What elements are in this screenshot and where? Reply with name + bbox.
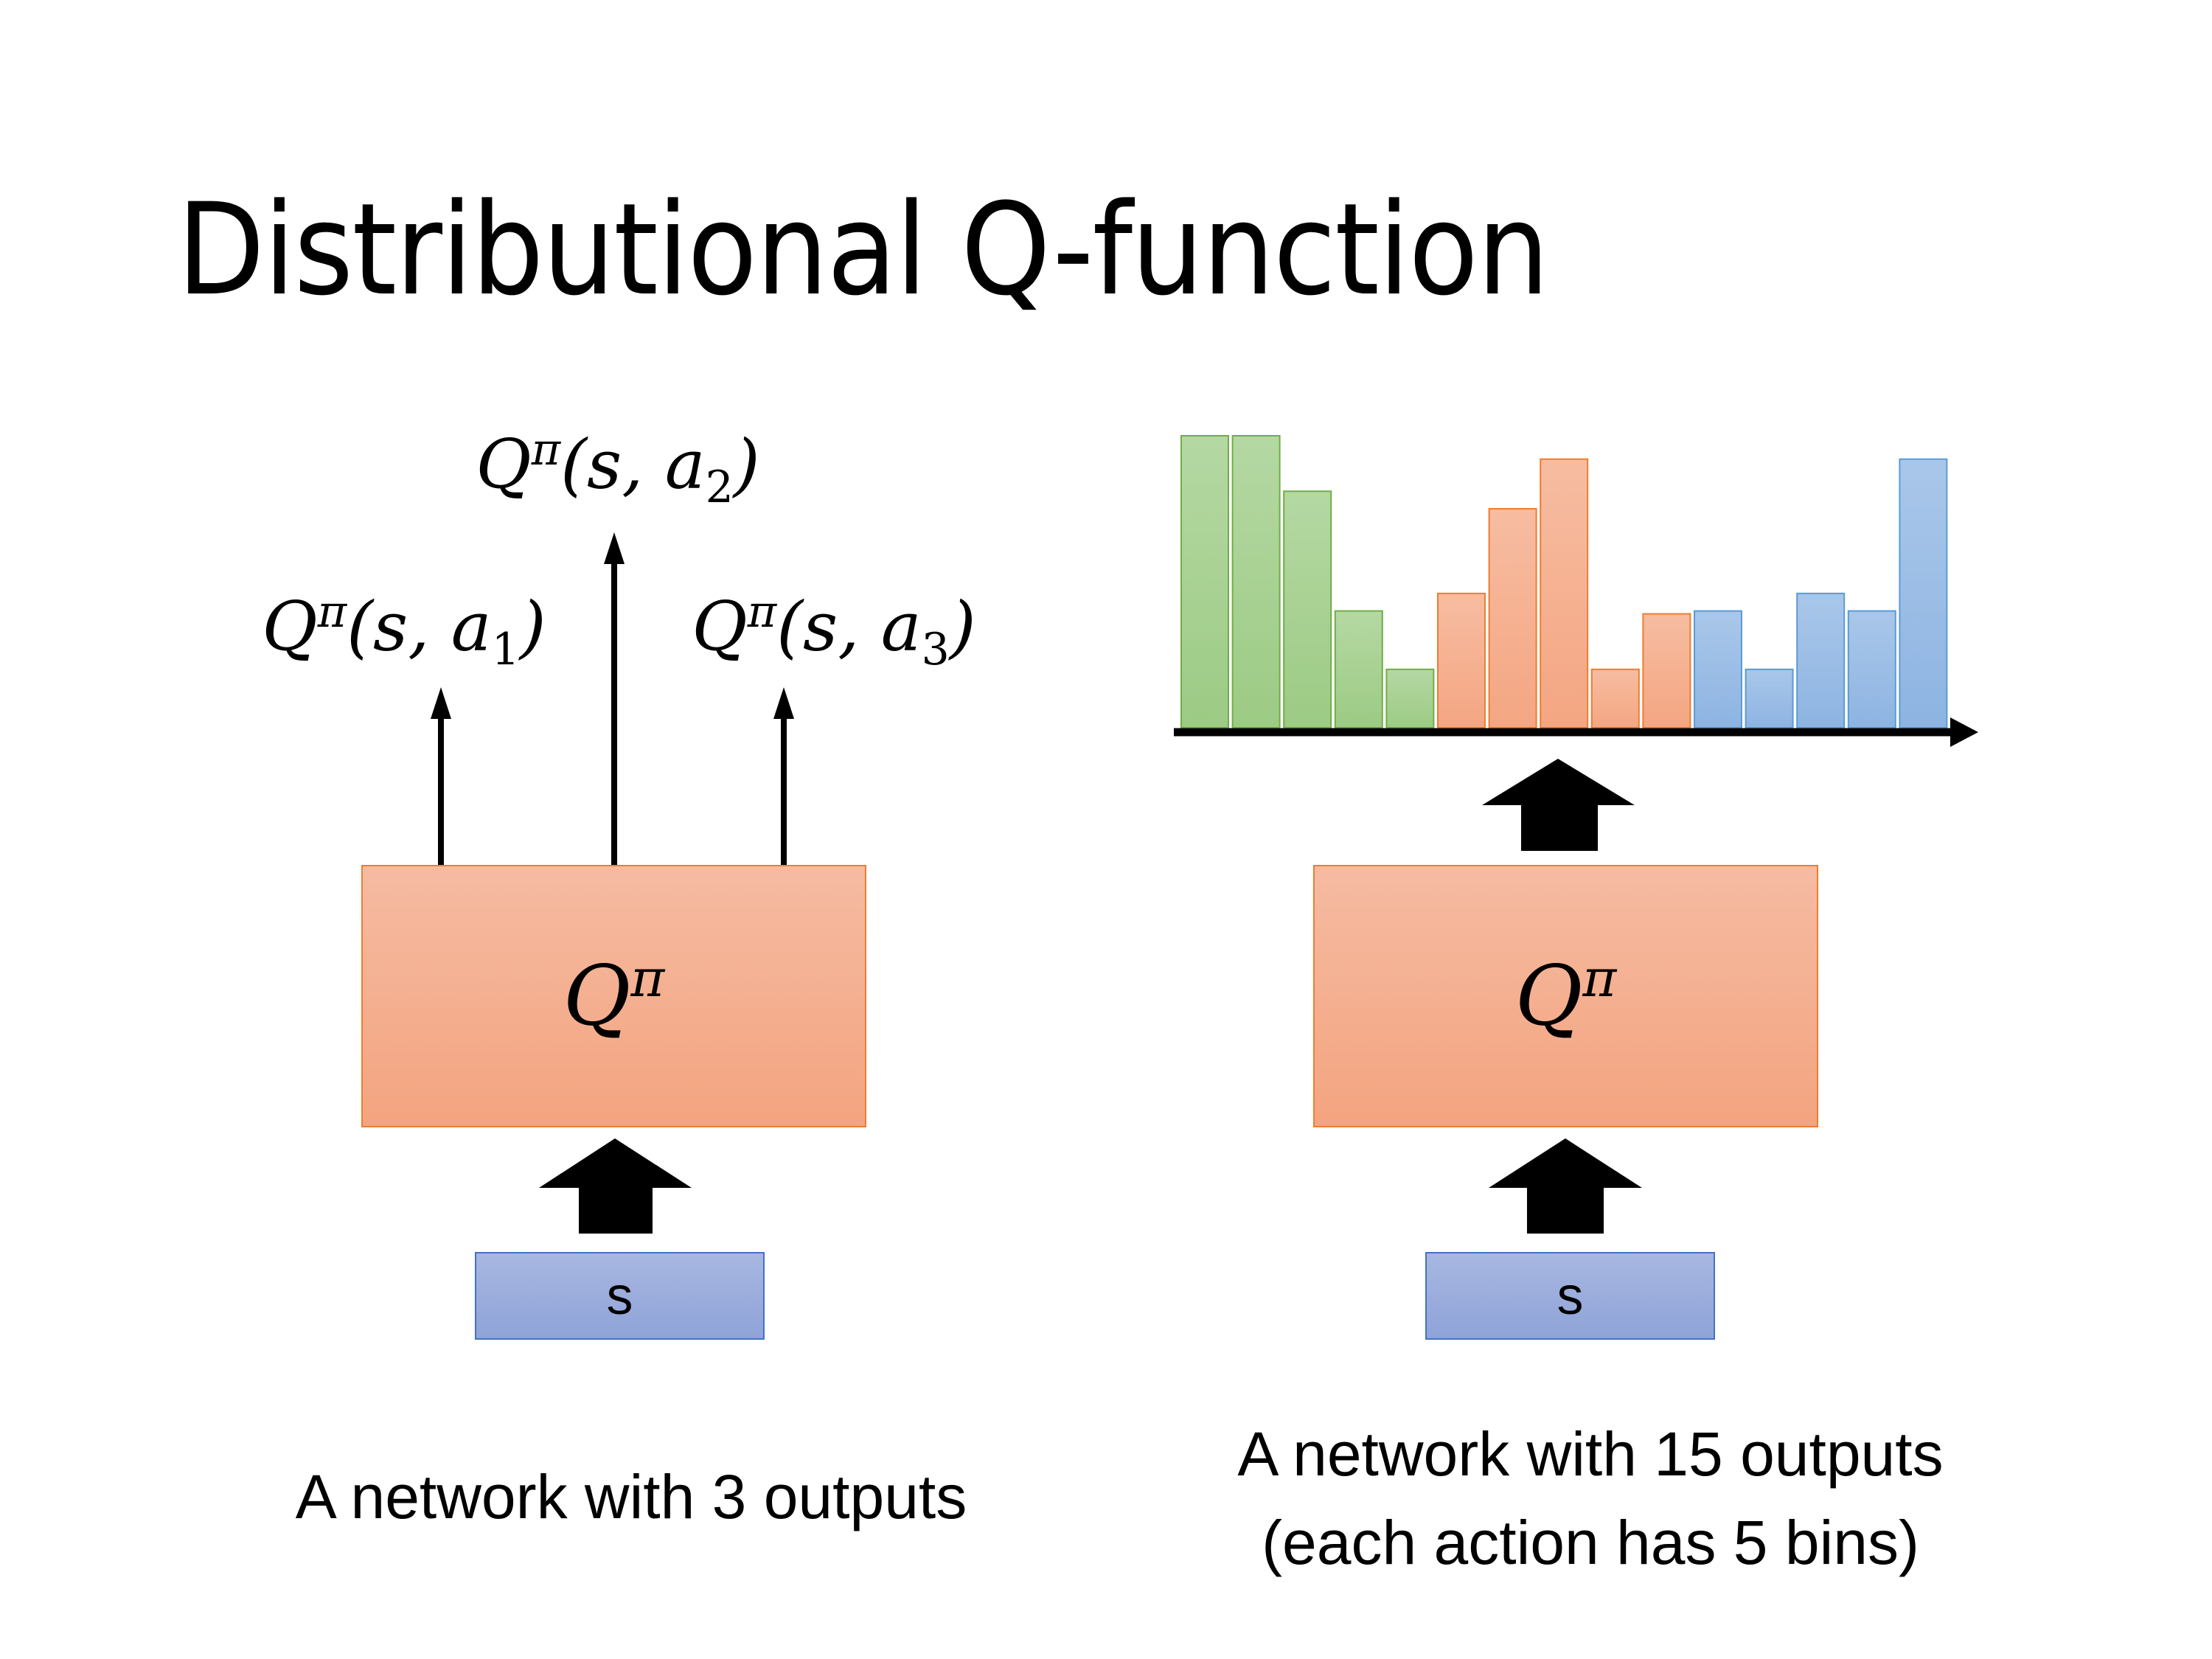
histogram-bar-action2-bin3 — [1540, 458, 1589, 728]
slide-title: Distributional Q-function — [177, 175, 1549, 324]
state-label: s — [1557, 1266, 1584, 1326]
histogram-bar-action2-bin5 — [1642, 613, 1691, 728]
left-caption: A network with 3 outputs — [295, 1462, 967, 1531]
input-arrow-left — [539, 1138, 692, 1234]
histogram-bar-action2-bin2 — [1488, 508, 1537, 728]
output-label-1: Qπ(s, a1) — [262, 586, 546, 676]
histogram-bar-action2-bin1 — [1437, 592, 1486, 729]
histogram-bar-action3-bin1 — [1694, 610, 1742, 728]
output-arrow-1 — [431, 687, 451, 865]
histogram-bar-action1-bin2 — [1231, 435, 1281, 728]
q-network-box-right: Qπ — [1313, 865, 1818, 1127]
input-arrow-right — [1489, 1138, 1642, 1234]
output-arrow-right — [1482, 759, 1635, 851]
output-arrow-3 — [773, 687, 794, 865]
right-caption-line-1: A network with 15 outputs — [1237, 1419, 1944, 1489]
output-label-3: Qπ(s, a3) — [692, 586, 976, 676]
histogram-bar-action1-bin5 — [1385, 668, 1435, 728]
histogram-bar-action3-bin2 — [1745, 668, 1794, 728]
histogram-bar-action1-bin3 — [1283, 490, 1332, 728]
histogram-bar-action3-bin5 — [1899, 458, 1948, 728]
histogram-bar-action2-bin4 — [1590, 668, 1640, 728]
state-label: s — [606, 1266, 633, 1326]
histogram-bar-action1-bin4 — [1334, 610, 1383, 728]
q-network-box-left: Qπ — [361, 865, 866, 1127]
right-caption: A network with 15 outputs (each action h… — [1237, 1410, 1943, 1587]
histogram-bar-action3-bin3 — [1796, 592, 1846, 729]
state-input-box-right: s — [1425, 1252, 1715, 1340]
output-label-2: Qπ(s, a2) — [476, 424, 760, 514]
right-caption-line-2: (each action has 5 bins) — [1262, 1508, 1919, 1577]
histogram — [1180, 435, 1948, 729]
histogram-axis — [1174, 717, 1978, 747]
output-arrow-2 — [604, 532, 625, 865]
histogram-bar-action3-bin4 — [1847, 610, 1896, 728]
histogram-bar-action1-bin1 — [1180, 435, 1229, 728]
state-input-box-left: s — [475, 1252, 765, 1340]
